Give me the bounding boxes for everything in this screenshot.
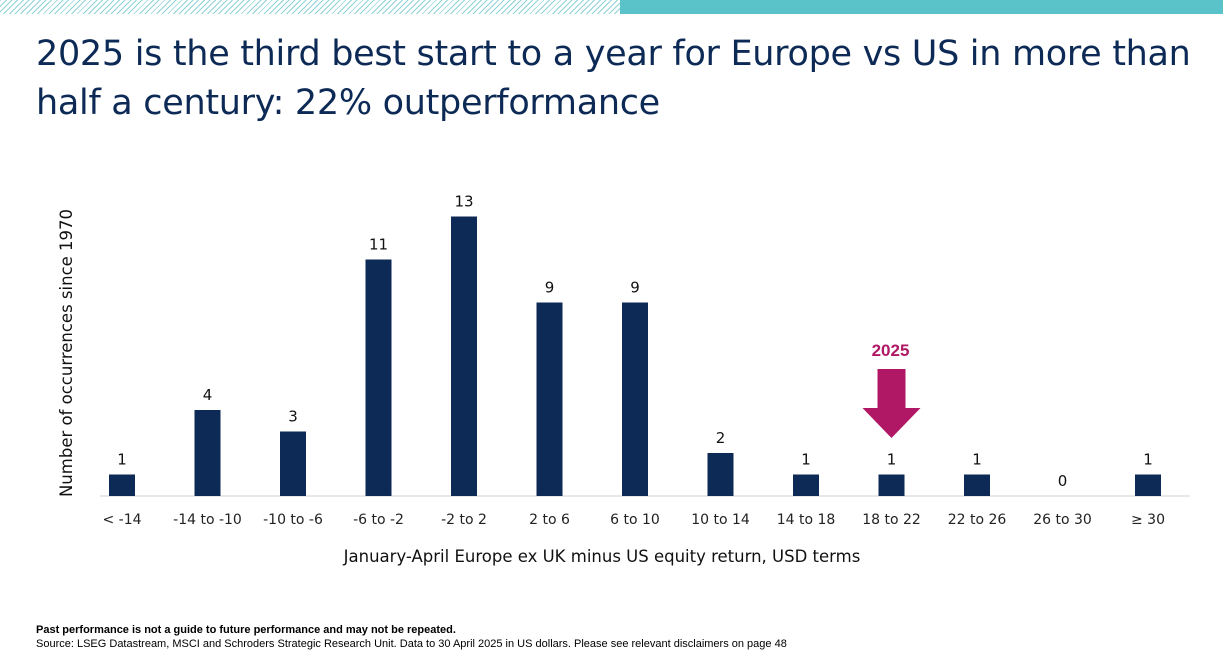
x-tick-label: 2 to 6 [529,512,570,528]
x-tick-label: -14 to -10 [173,512,242,528]
data-label: 1 [887,451,897,469]
bar [536,302,563,496]
x-tick-label: 26 to 30 [1033,512,1092,528]
x-tick-label: 18 to 22 [862,512,921,528]
data-label: 1 [1143,451,1153,469]
data-label: 13 [454,193,473,211]
bar [622,302,648,496]
bar [365,259,392,496]
annotation-label: 2025 [872,341,910,360]
teal-band [620,0,1223,14]
page-title: 2025 is the third best start to a year f… [36,34,1191,123]
bar-chart: 1< -144-14 to -103-10 to -611-6 to -213-… [57,193,1190,566]
x-tick-label: 22 to 26 [948,512,1007,528]
bar [878,474,905,496]
data-label: 3 [288,408,298,426]
bar [109,474,135,496]
top-band [0,0,1223,14]
bar [451,216,477,496]
x-tick-label: < -14 [102,512,141,528]
bar [707,453,734,496]
bar [793,474,819,496]
source-text: Source: LSEG Datastream, MSCI and Schrod… [36,638,787,650]
x-tick-label: ≥ 30 [1131,512,1165,528]
x-tick-label: -6 to -2 [353,512,404,528]
footnote: Past performance is not a guide to futur… [36,623,1206,651]
x-tick-label: 10 to 14 [691,512,750,528]
data-label: 4 [203,386,213,404]
bar [1135,474,1161,496]
hatched-band [0,0,620,14]
data-label: 2 [716,429,726,447]
data-label: 9 [630,279,640,297]
x-axis-title: January-April Europe ex UK minus US equi… [343,547,861,566]
bar [964,474,990,496]
data-label: 1 [972,451,982,469]
x-tick-label: 6 to 10 [610,512,660,528]
data-label: 1 [117,451,127,469]
data-label: 1 [801,451,811,469]
data-label: 0 [1058,472,1068,490]
x-tick-label: -10 to -6 [263,512,323,528]
y-axis-title: Number of occurrences since 1970 [57,209,76,497]
bar [194,410,221,496]
data-label: 11 [369,236,388,254]
bar [280,431,306,496]
data-label: 9 [545,279,555,297]
x-tick-label: 14 to 18 [777,512,836,528]
down-arrow-icon [862,369,921,438]
x-tick-label: -2 to 2 [441,512,487,528]
disclaimer-text: Past performance is not a guide to futur… [36,624,456,636]
